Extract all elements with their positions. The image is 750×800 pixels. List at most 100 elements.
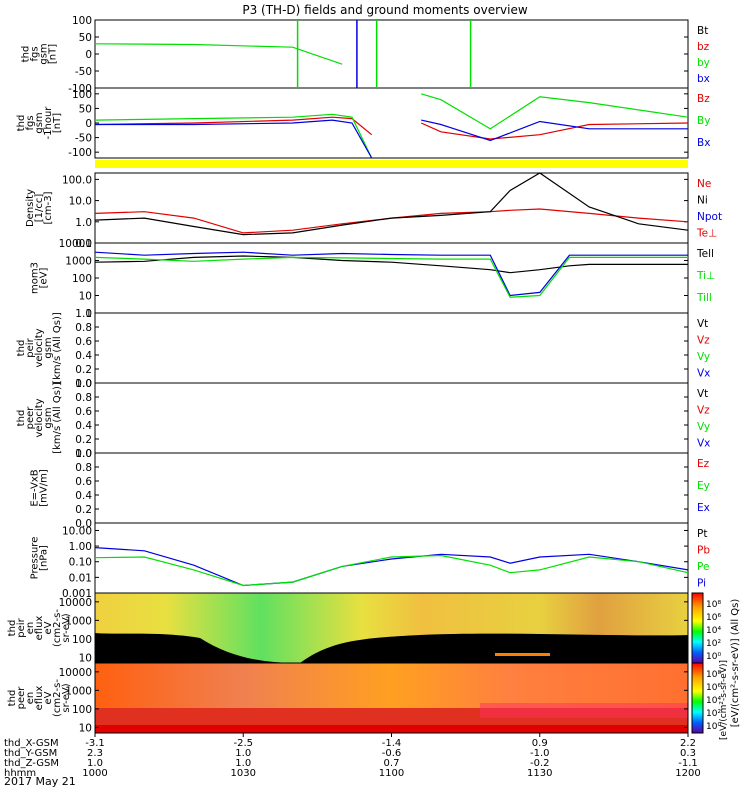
panel-frame <box>94 452 689 524</box>
y-axis-label: thd <box>16 115 27 132</box>
x-axis-value: -1.4 <box>382 738 402 749</box>
y-axis-label: thd <box>7 620 18 637</box>
colorbar-tick-label: 10⁴ <box>706 696 721 706</box>
y-axis-label: eV <box>43 621 54 634</box>
series-tell <box>94 255 688 274</box>
legend-ne: Ne <box>697 178 711 190</box>
panel-moms-temp: 10000 1000 100 10 1 mom3[eV] Tell Ti⊥ Till <box>30 238 716 320</box>
ion-spectrogram-flux <box>95 593 688 663</box>
legend-vz: Vz <box>697 405 710 417</box>
y-tick-label: 0.0 <box>75 518 92 530</box>
x-axis-value: -0.2 <box>530 758 550 769</box>
y-axis-label: [1/cc] <box>34 194 45 223</box>
y-tick-label: 0.4 <box>75 490 92 502</box>
y-tick-label: 0 <box>85 118 92 130</box>
y-tick-label: 0.8 <box>75 392 92 404</box>
y-tick-label: 50 <box>79 103 92 115</box>
legend-vz: Vz <box>697 335 710 347</box>
mode-strip <box>95 160 688 168</box>
y-tick-label: 10.0 <box>69 196 92 208</box>
legend-tell: Tell <box>696 248 714 260</box>
series-bx <box>95 119 688 159</box>
y-axis-label: [mV/m] <box>39 469 50 507</box>
y-axis-label: gsm <box>43 407 54 428</box>
x-axis-value: -1.1 <box>678 758 698 769</box>
colorbar-tick-label: 10² <box>706 709 721 719</box>
legend-bz: bz <box>697 41 710 53</box>
legend-vx: Vx <box>697 438 710 450</box>
y-tick-label: 0.01 <box>69 572 92 584</box>
y-axis-label: (cm2-s- <box>52 609 63 647</box>
legend-bt: Bt <box>697 25 708 37</box>
y-tick-label: -50 <box>75 133 92 145</box>
y-tick-label: 1.0 <box>75 308 92 320</box>
y-tick-label: 0.2 <box>75 364 92 376</box>
y-axis-label: Pressure <box>30 537 41 580</box>
electron-spectrogram-feature <box>480 703 688 718</box>
y-tick-label: 0.8 <box>75 322 92 334</box>
x-axis-value: -0.6 <box>382 748 402 759</box>
y-tick-label: 100.0 <box>62 174 92 186</box>
series-by <box>95 20 688 64</box>
colorbar-tick-label: 10⁸ <box>706 600 721 610</box>
x-axis-value: 2.2 <box>680 738 696 749</box>
y-tick-label: 1 <box>85 308 92 320</box>
colorbar-label: [eV/(cm²-s-sr-eV)] (All Qs) <box>730 599 741 728</box>
panel-pressure: 10.00 1.00 0.10 0.01 0.001 Pressure[nPa] Pt Pb P… <box>30 522 710 600</box>
series-by <box>94 93 689 159</box>
ion-spectrogram-feature <box>495 653 550 656</box>
y-tick-label: 10000 <box>59 667 92 679</box>
x-axis-value: 1.0 <box>87 758 103 769</box>
y-axis-label: thd <box>21 46 32 63</box>
y-tick-label: 0.6 <box>75 336 92 348</box>
electron-spectrogram-flux <box>95 663 688 708</box>
legend-bz: Bz <box>697 93 710 105</box>
y-axis-label: [nPa] <box>39 545 50 571</box>
y-axis-label: velocity <box>34 398 45 437</box>
y-tick-label: 0.4 <box>75 350 92 362</box>
y-tick-label: 100 <box>72 15 92 27</box>
y-tick-label: -100 <box>68 147 92 159</box>
y-tick-label: 10000 <box>59 238 92 250</box>
y-axis-label: E=-VxB <box>30 469 41 506</box>
y-axis-label: fgs <box>25 115 36 130</box>
legend-npot: Npot <box>697 211 722 223</box>
y-axis-label: peer <box>25 406 36 430</box>
y-axis-label: (cm2-s- <box>52 679 63 717</box>
x-axis-value: 0.3 <box>680 748 696 759</box>
y-tick-label: 1000 <box>65 685 92 697</box>
legend-vt: Vt <box>697 318 708 330</box>
y-axis-label: -1hour <box>43 106 54 140</box>
y-tick-label: 1.00 <box>69 541 92 553</box>
y-tick-label: -100 <box>68 83 92 95</box>
y-tick-label: 0.0 <box>75 378 92 390</box>
legend-ti⊥: Ti⊥ <box>696 270 715 282</box>
y-axis-label: eV <box>43 691 54 704</box>
legend-pe: Pe <box>697 561 709 573</box>
panel-e-field: 1.0 0.8 0.6 0.4 0.2 0.0 E=-VxB[mV/m] Ez Ey Ex <box>30 448 710 530</box>
panel-density: 100.0 10.0 1.0 0.1 Density[1/cc][cm-3] Ne Ni Np… <box>25 172 722 250</box>
y-tick-label: 0.4 <box>75 420 92 432</box>
y-axis-label: velocity <box>34 328 45 367</box>
y-tick-label: 50 <box>79 32 92 44</box>
x-axis-row-label: thd_Z-GSM <box>4 758 59 769</box>
x-axis-value: 2.3 <box>87 748 103 759</box>
legend-bx: bx <box>697 73 710 85</box>
y-tick-label: 0.8 <box>75 462 92 474</box>
y-axis-label: Density <box>25 189 36 227</box>
y-axis-label: en <box>25 622 36 635</box>
y-tick-label: 100 <box>72 89 92 101</box>
panel-peer-velocity: 1.0 0.8 0.6 0.4 0.2 0.0 thdpeervelocitygsm[km/… <box>16 378 710 460</box>
legend-ey: Ey <box>697 480 710 492</box>
legend-bx: Bx <box>697 137 710 149</box>
colorbar-lower <box>691 662 704 734</box>
y-tick-label: 100 <box>72 273 92 285</box>
legend-ez: Ez <box>697 458 710 470</box>
y-tick-label: 1000 <box>65 615 92 627</box>
x-axis-value: 0.9 <box>532 738 548 749</box>
figure-title: P3 (TH-D) fields and ground moments over… <box>242 3 527 17</box>
y-axis-label: en <box>25 692 36 705</box>
